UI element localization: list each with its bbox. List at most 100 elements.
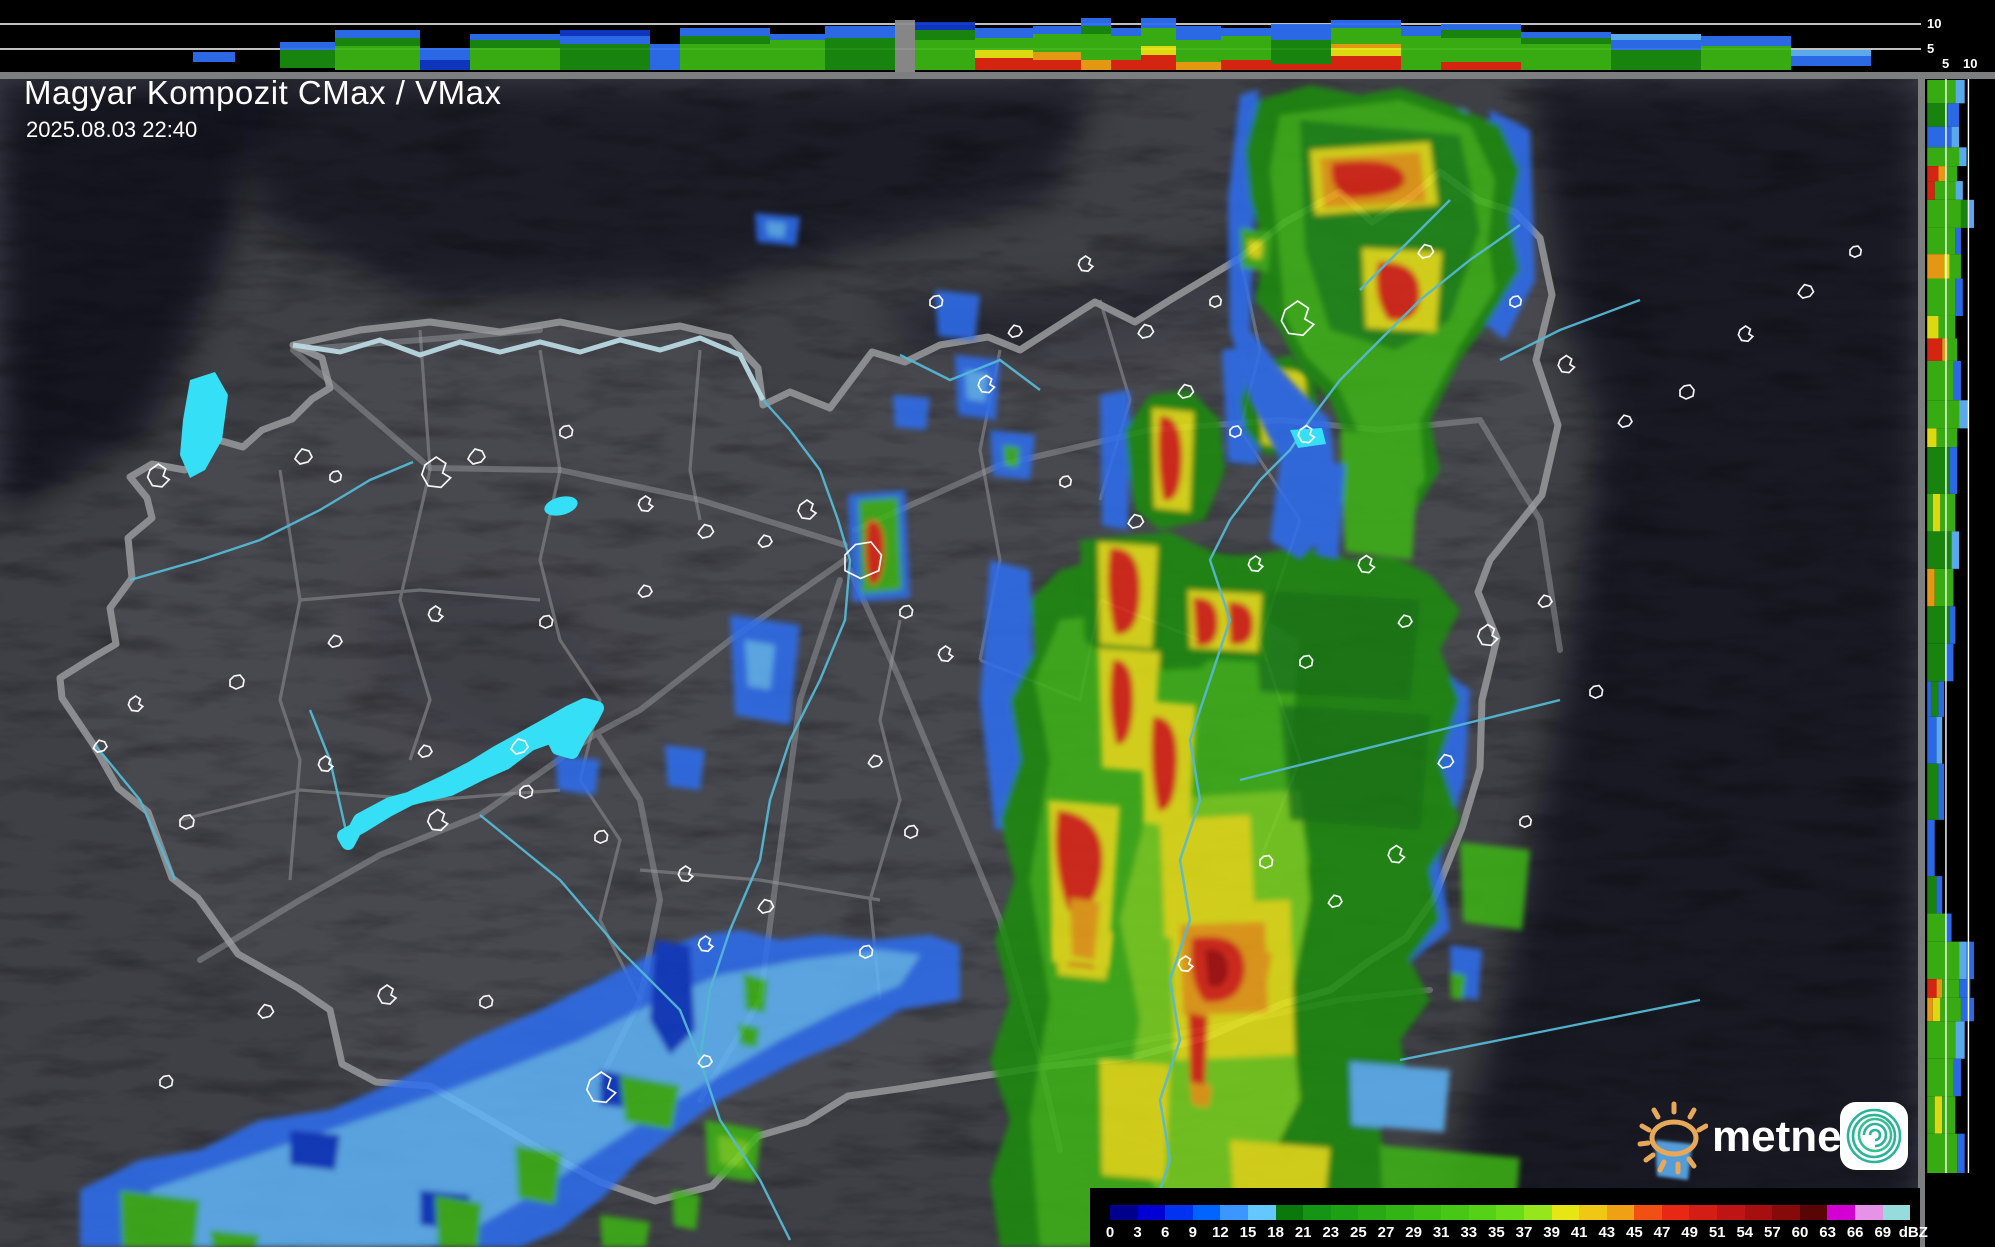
radar-map-canvas [0, 79, 1921, 1247]
legend-tick-label: 6 [1161, 1224, 1170, 1241]
town-outline [179, 814, 195, 830]
town-outline [1737, 324, 1755, 343]
legend-swatch [1827, 1205, 1856, 1220]
legend-tick-label: 0 [1105, 1224, 1115, 1241]
top-axis-5km-label: 5 [1927, 41, 1935, 56]
town-outline [904, 824, 919, 840]
legend-tick-label: 3 [1133, 1224, 1142, 1241]
town-outline [1417, 243, 1435, 260]
town-outline [327, 634, 344, 649]
top-axis-10km-label: 10 [1927, 16, 1942, 31]
town-outline [1617, 414, 1634, 429]
legend-tick-label: 51 [1708, 1224, 1726, 1241]
town-outline [1679, 384, 1695, 400]
town-outline [929, 294, 944, 310]
town-outline [1557, 354, 1576, 374]
legend-swatch [1717, 1205, 1745, 1220]
legend-tick-label: 63 [1819, 1224, 1836, 1241]
legend-swatch [1606, 1205, 1635, 1220]
legend-swatch [1551, 1205, 1580, 1220]
town-outline [1007, 324, 1024, 339]
timestamp: 2025.08.03 22:40 [26, 117, 198, 142]
legend-tick-label: 29 [1405, 1224, 1422, 1241]
logo-text: metnet [1712, 1112, 1857, 1161]
legend-swatch [1220, 1205, 1248, 1220]
town-outline [146, 462, 171, 488]
metnet-app-icon [1840, 1102, 1908, 1170]
town-outline [1387, 844, 1406, 864]
town-outline [1299, 654, 1314, 670]
rivers [94, 199, 1701, 1241]
legend-swatch [1303, 1205, 1331, 1220]
town-outline [559, 424, 574, 440]
town-outline [697, 1054, 714, 1069]
town-outline [377, 983, 398, 1005]
town-outline [1259, 854, 1274, 870]
town-outline [697, 934, 715, 953]
legend-tick-label: 27 [1377, 1224, 1395, 1241]
town-outline [1537, 594, 1554, 609]
legend-tick-label: 69 [1874, 1224, 1892, 1241]
town-outline [1476, 623, 1499, 647]
town-outline [1177, 954, 1195, 973]
legend-tick-label: 45 [1626, 1224, 1643, 1241]
town-outline [637, 494, 655, 513]
legend-swatch [1579, 1205, 1607, 1220]
town-outline [427, 604, 445, 623]
town-outline [539, 614, 554, 630]
legend-tick-label: 33 [1460, 1224, 1478, 1241]
metnet-logo[interactable]: metnet [1636, 1090, 1916, 1180]
legend-tick-label: 54 [1736, 1224, 1754, 1241]
legend-swatch [1744, 1205, 1773, 1220]
legend-swatch [1137, 1205, 1166, 1220]
radar-map [0, 79, 1921, 1247]
legend-swatch [1192, 1205, 1221, 1220]
sun-icon [1637, 1101, 1708, 1175]
legend-swatch [1165, 1205, 1193, 1220]
town-outline [317, 754, 335, 773]
legend-swatch [1110, 1205, 1138, 1220]
legend-swatch [1468, 1205, 1497, 1220]
legend-tick-label: 35 [1488, 1224, 1505, 1241]
town-outline [1589, 684, 1604, 700]
legend-swatch [1634, 1205, 1662, 1220]
town-outline [594, 829, 609, 845]
town-outline [1229, 425, 1243, 439]
axis-corner-box: 10 5 5 10 [1921, 0, 1995, 72]
town-outline [420, 455, 452, 489]
legend-swatch [1330, 1205, 1359, 1220]
town-outline [127, 694, 145, 713]
legend-swatch [1772, 1205, 1800, 1220]
right-profile-strip [1927, 79, 1993, 1174]
town-outline [757, 898, 775, 915]
town-outline [229, 674, 245, 690]
legend-swatch [1441, 1205, 1469, 1220]
relief-texture [0, 79, 1921, 1247]
town-outline [479, 994, 494, 1010]
town-outline [159, 1074, 174, 1090]
lakes [180, 372, 1326, 850]
lake-balaton [337, 698, 604, 850]
town-outline [797, 498, 818, 520]
legend-tick-label: 23 [1322, 1224, 1340, 1241]
legend-swatch [1799, 1205, 1828, 1220]
legend-swatch [1358, 1205, 1386, 1220]
legend-tick-label: 39 [1543, 1224, 1560, 1241]
town-outline [859, 944, 874, 960]
town-outlines [92, 243, 1863, 1104]
legend-tick-label: 41 [1570, 1224, 1588, 1241]
legend-tick-label: 43 [1598, 1224, 1616, 1241]
town-outline [977, 374, 996, 394]
town-outline [1280, 299, 1316, 337]
legend-tick-label: 9 [1188, 1224, 1197, 1241]
legend-swatch [1413, 1205, 1442, 1220]
legend-tick-label: 60 [1791, 1224, 1809, 1241]
radar-echoes [80, 85, 1692, 1247]
legend-swatch [1882, 1205, 1911, 1220]
town-outline [1137, 323, 1155, 340]
legend-tick-label: 25 [1350, 1224, 1367, 1241]
legend-tick-label: 12 [1212, 1224, 1229, 1241]
town-outline [426, 808, 449, 832]
dbz-color-bar [1110, 1205, 1911, 1220]
